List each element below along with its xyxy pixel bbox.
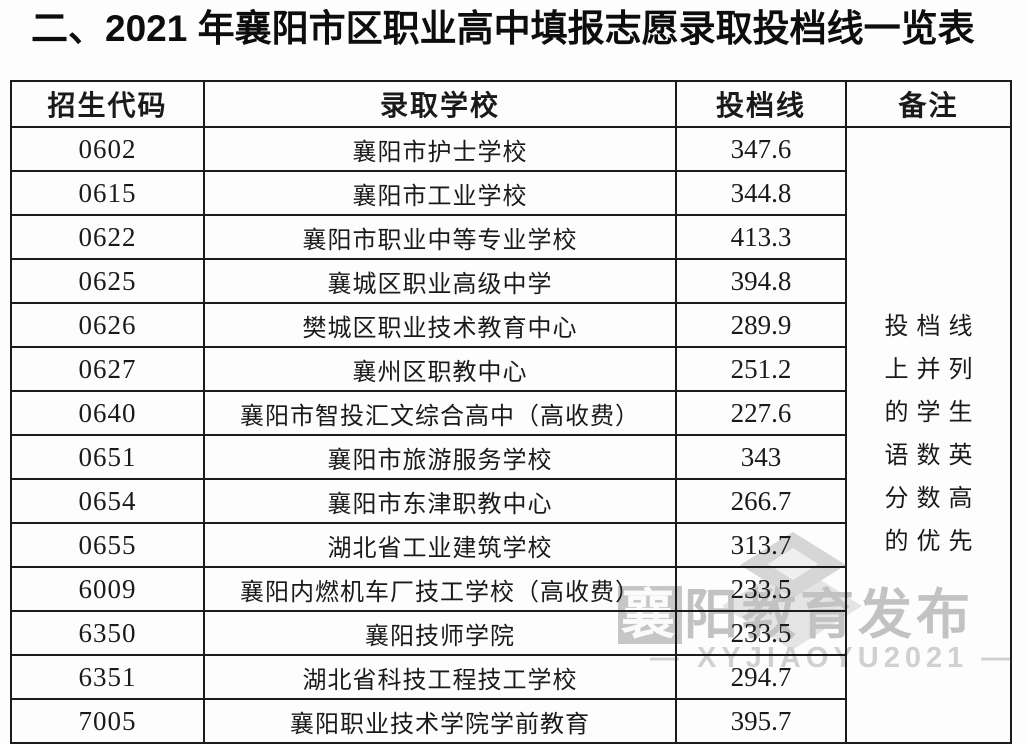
school-cell: 襄阳市工业学校 xyxy=(203,170,677,216)
score-cell: 413.3 xyxy=(675,214,847,260)
table-row: 0651 襄阳市旅游服务学校 343 xyxy=(10,434,1011,480)
table-row: 0615 襄阳市工业学校 344.8 xyxy=(10,170,1011,216)
score-cell: 347.6 xyxy=(675,126,847,172)
school-cell: 襄阳市智投汇文综合高中（高收费） xyxy=(203,390,677,436)
remark-line: 分数高 xyxy=(884,486,981,512)
score-cell: 344.8 xyxy=(675,170,847,216)
table-row: 0640 襄阳市智投汇文综合高中（高收费） 227.6 xyxy=(10,390,1011,436)
remark-line: 语数英 xyxy=(884,443,981,469)
school-cell: 湖北省工业建筑学校 xyxy=(203,522,677,568)
school-cell: 湖北省科技工程技工学校 xyxy=(203,654,677,700)
page-title: 二、2021 年襄阳市区职业高中填报志愿录取投档线一览表 xyxy=(31,8,975,49)
code-cell: 6009 xyxy=(10,566,205,612)
code-cell: 6351 xyxy=(10,654,205,700)
remark-line: 的优先 xyxy=(884,529,981,555)
score-cell: 294.7 xyxy=(675,654,847,700)
score-cell: 251.2 xyxy=(675,346,847,392)
code-cell: 7005 xyxy=(10,698,205,744)
remark-line: 投档线 xyxy=(884,314,981,340)
table-row: 0625 襄城区职业高级中学 394.8 xyxy=(10,258,1011,304)
school-cell: 襄阳技师学院 xyxy=(203,610,677,656)
code-cell: 0622 xyxy=(10,214,205,260)
code-cell: 0626 xyxy=(10,302,205,348)
school-cell: 襄阳内燃机车厂技工学校（高收费） xyxy=(203,566,677,612)
code-cell: 0627 xyxy=(10,346,205,392)
score-cell: 233.5 xyxy=(675,566,847,612)
code-cell: 0654 xyxy=(10,478,205,524)
remark-cell: 投档线 上并列 的学生 语数英 分数高 的优先 xyxy=(845,126,1012,744)
code-cell: 0602 xyxy=(10,126,205,172)
school-cell: 襄州区职教中心 xyxy=(203,346,677,392)
school-cell: 襄城区职业高级中学 xyxy=(203,258,677,304)
school-cell: 樊城区职业技术教育中心 xyxy=(203,302,677,348)
school-cell: 襄阳职业技术学院学前教育 xyxy=(203,698,677,744)
header-score: 投档线 xyxy=(675,80,847,128)
score-cell: 313.7 xyxy=(675,522,847,568)
score-cell: 266.7 xyxy=(675,478,847,524)
table-row: 0602 襄阳市护士学校 347.6 投档线 上并列 的学生 语数英 分数高 的… xyxy=(10,126,1012,744)
code-cell: 0625 xyxy=(10,258,205,304)
remark-line: 的学生 xyxy=(884,400,981,426)
table-row: 6009 襄阳内燃机车厂技工学校（高收费） 233.5 xyxy=(10,566,1011,612)
score-cell: 395.7 xyxy=(675,698,847,744)
code-cell: 0655 xyxy=(10,522,205,568)
score-cell: 233.5 xyxy=(675,610,847,656)
score-cell: 343 xyxy=(675,434,847,480)
header-remark: 备注 xyxy=(845,80,1012,128)
school-cell: 襄阳市护士学校 xyxy=(203,126,677,172)
school-cell: 襄阳市旅游服务学校 xyxy=(203,434,677,480)
code-cell: 0651 xyxy=(10,434,205,480)
table-row: 0654 襄阳市东津职教中心 266.7 xyxy=(10,478,1011,524)
admission-score-table: 招生代码 录取学校 投档线 备注 0602 襄阳市护士学校 347.6 投档线 … xyxy=(10,80,1012,744)
code-cell: 0640 xyxy=(10,390,205,436)
header-code: 招生代码 xyxy=(10,80,205,128)
table-row: 6351 湖北省科技工程技工学校 294.7 xyxy=(10,654,1011,700)
code-cell: 0615 xyxy=(10,170,205,216)
score-cell: 227.6 xyxy=(675,390,847,436)
table-row: 0627 襄州区职教中心 251.2 xyxy=(10,346,1011,392)
score-cell: 394.8 xyxy=(675,258,847,304)
header-row: 招生代码 录取学校 投档线 备注 xyxy=(10,80,1012,128)
score-cell: 289.9 xyxy=(675,302,847,348)
school-cell: 襄阳市东津职教中心 xyxy=(203,478,677,524)
header-school: 录取学校 xyxy=(203,80,677,128)
table-row: 0622 襄阳市职业中等专业学校 413.3 xyxy=(10,214,1011,260)
table-row: 0626 樊城区职业技术教育中心 289.9 xyxy=(10,302,1011,348)
school-cell: 襄阳市职业中等专业学校 xyxy=(203,214,677,260)
remark-line: 上并列 xyxy=(884,357,981,383)
code-cell: 6350 xyxy=(10,610,205,656)
